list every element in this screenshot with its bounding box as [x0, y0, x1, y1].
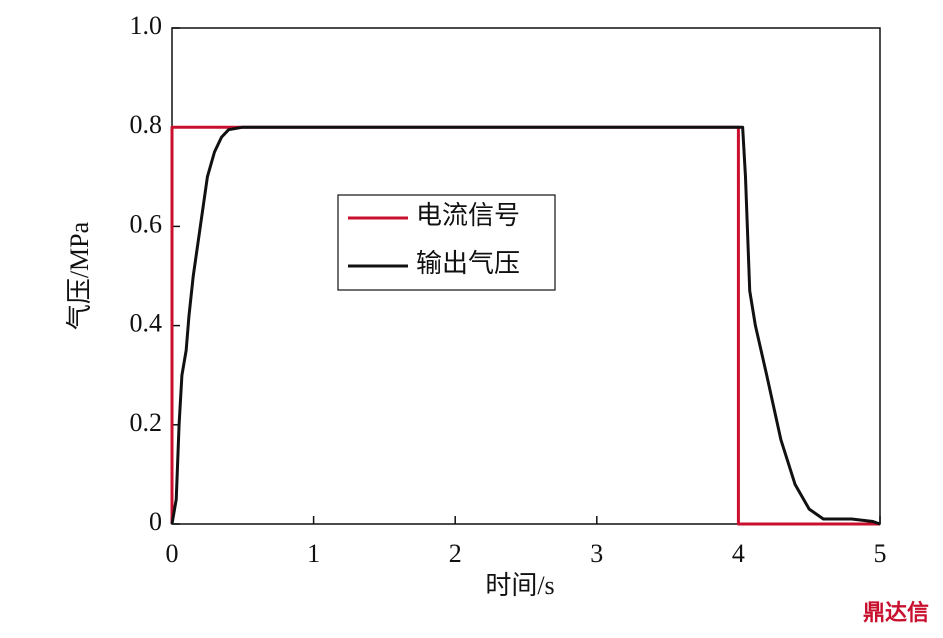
x-tick-label: 4 [732, 539, 745, 568]
y-tick-label: 0.4 [130, 309, 163, 338]
legend-label: 电流信号 [416, 201, 520, 230]
y-tick-label: 0.2 [130, 408, 163, 437]
y-tick-label: 1.0 [130, 11, 163, 40]
x-axis-title: 时间/s [485, 571, 554, 600]
x-tick-label: 3 [590, 539, 603, 568]
series-line [170, 125, 880, 526]
y-tick-label: 0 [149, 507, 162, 536]
y-tick-label: 0.6 [130, 209, 163, 238]
x-tick-label: 1 [307, 539, 320, 568]
x-tick-label: 5 [874, 539, 887, 568]
x-tick-label: 0 [166, 539, 179, 568]
y-axis-title: 气压/MPa [65, 221, 94, 330]
watermark: 鼎达信 [863, 600, 929, 626]
y-tick-label: 0.8 [130, 110, 163, 139]
x-tick-label: 2 [449, 539, 462, 568]
legend-label: 输出气压 [416, 249, 520, 278]
series-line [170, 125, 881, 526]
legend-box [337, 194, 556, 291]
